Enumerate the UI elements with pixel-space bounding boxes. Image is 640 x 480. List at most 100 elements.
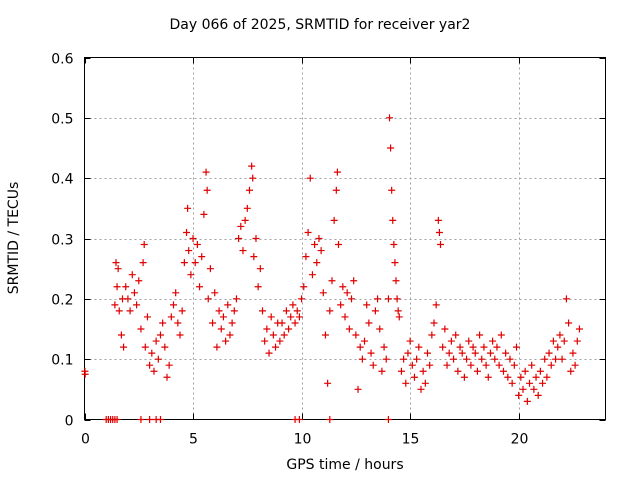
- data-point: [332, 186, 340, 194]
- y-axis-label: SRMTID / TECUs: [6, 181, 22, 295]
- data-point: [206, 265, 214, 273]
- data-point: [306, 174, 314, 182]
- data-point: [334, 241, 342, 249]
- data-point: [374, 295, 382, 303]
- data-point: [113, 283, 121, 291]
- x-tick-label: 5: [189, 432, 198, 448]
- data-point: [558, 355, 566, 363]
- data-point: [159, 319, 167, 327]
- data-point: [249, 174, 257, 182]
- data-point: [219, 313, 227, 321]
- data-point: [120, 343, 128, 351]
- data-point: [304, 228, 312, 236]
- data-point: [510, 361, 518, 369]
- data-point: [469, 343, 477, 351]
- data-point: [413, 355, 421, 363]
- data-point: [499, 367, 507, 375]
- data-point: [432, 301, 440, 309]
- data-point: [137, 416, 145, 423]
- data-point: [452, 331, 460, 339]
- x-axis-label: GPS time / hours: [286, 457, 404, 473]
- data-point: [517, 373, 525, 381]
- data-point: [81, 370, 89, 378]
- data-point: [176, 331, 184, 339]
- data-point: [226, 331, 234, 339]
- data-point: [434, 216, 442, 224]
- data-point: [143, 313, 151, 321]
- data-point: [337, 301, 345, 309]
- data-point: [534, 391, 542, 399]
- data-point: [506, 355, 514, 363]
- data-point: [126, 307, 134, 315]
- data-point: [417, 385, 425, 393]
- data-point: [133, 301, 141, 309]
- data-point: [435, 228, 443, 236]
- data-point: [345, 325, 353, 333]
- data-point: [239, 247, 247, 255]
- data-point: [523, 397, 531, 405]
- data-point: [154, 355, 162, 363]
- data-point: [439, 343, 447, 351]
- data-point: [148, 349, 156, 357]
- data-point: [447, 337, 455, 345]
- data-point: [484, 373, 492, 381]
- data-point: [390, 241, 398, 249]
- y-tick-label: 0.3: [51, 233, 73, 249]
- data-point: [541, 355, 549, 363]
- data-point: [326, 416, 334, 423]
- data-point: [552, 355, 560, 363]
- data-point: [389, 216, 397, 224]
- chart-title: Day 066 of 2025, SRMTID for receiver yar…: [169, 17, 471, 33]
- x-tick-label: 0: [81, 432, 90, 448]
- data-point: [215, 307, 223, 315]
- data-point: [478, 355, 486, 363]
- data-point: [217, 325, 225, 333]
- data-point: [521, 367, 529, 375]
- y-tick-label: 0.6: [51, 52, 73, 68]
- data-point: [319, 289, 327, 297]
- data-point: [419, 367, 427, 375]
- data-point: [204, 295, 212, 303]
- data-point: [282, 307, 290, 315]
- y-tick-label: 0.2: [51, 293, 73, 309]
- data-point: [491, 355, 499, 363]
- data-point: [128, 271, 136, 279]
- data-point: [421, 379, 429, 387]
- data-points: [81, 114, 583, 423]
- data-point: [317, 247, 325, 255]
- data-point: [458, 349, 466, 357]
- data-point: [348, 295, 356, 303]
- data-point: [397, 367, 405, 375]
- data-point: [406, 337, 414, 345]
- data-point: [567, 367, 575, 375]
- data-point: [382, 355, 390, 363]
- data-point: [415, 343, 423, 351]
- y-tick-label: 0.1: [51, 353, 73, 369]
- data-point: [183, 228, 191, 236]
- data-point: [308, 271, 316, 279]
- data-point: [265, 349, 273, 357]
- data-point: [480, 343, 488, 351]
- data-point: [180, 259, 188, 267]
- data-point: [137, 325, 145, 333]
- data-point: [333, 168, 341, 176]
- data-point: [369, 361, 377, 369]
- data-point: [300, 283, 308, 291]
- data-point: [404, 349, 412, 357]
- data-point: [532, 373, 540, 381]
- data-point: [178, 307, 186, 315]
- data-point: [272, 343, 280, 351]
- data-point: [267, 313, 275, 321]
- data-point: [428, 331, 436, 339]
- data-point: [430, 319, 438, 327]
- data-point: [391, 259, 399, 267]
- data-point: [146, 361, 154, 369]
- data-point: [269, 331, 277, 339]
- data-point: [536, 367, 544, 375]
- data-point: [489, 337, 497, 345]
- data-point: [573, 337, 581, 345]
- data-point: [384, 416, 392, 423]
- data-point: [328, 277, 336, 285]
- data-point: [512, 343, 520, 351]
